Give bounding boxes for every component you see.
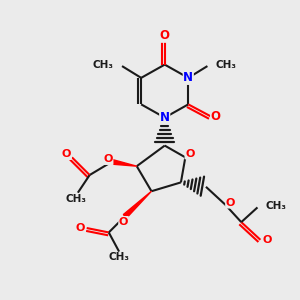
Text: O: O <box>76 223 85 233</box>
Text: O: O <box>211 110 221 123</box>
Text: O: O <box>262 235 272 245</box>
Text: CH₃: CH₃ <box>66 194 87 204</box>
Text: CH₃: CH₃ <box>93 60 114 70</box>
Text: CH₃: CH₃ <box>216 60 237 70</box>
Polygon shape <box>123 191 152 218</box>
Text: O: O <box>226 198 235 208</box>
Text: O: O <box>119 217 128 226</box>
Text: O: O <box>160 29 170 42</box>
Polygon shape <box>111 160 137 166</box>
Text: N: N <box>160 111 170 124</box>
Text: N: N <box>183 71 193 84</box>
Text: CH₃: CH₃ <box>109 253 130 262</box>
Text: O: O <box>185 149 194 159</box>
Text: O: O <box>103 154 113 164</box>
Text: O: O <box>62 149 71 159</box>
Text: CH₃: CH₃ <box>266 201 287 211</box>
